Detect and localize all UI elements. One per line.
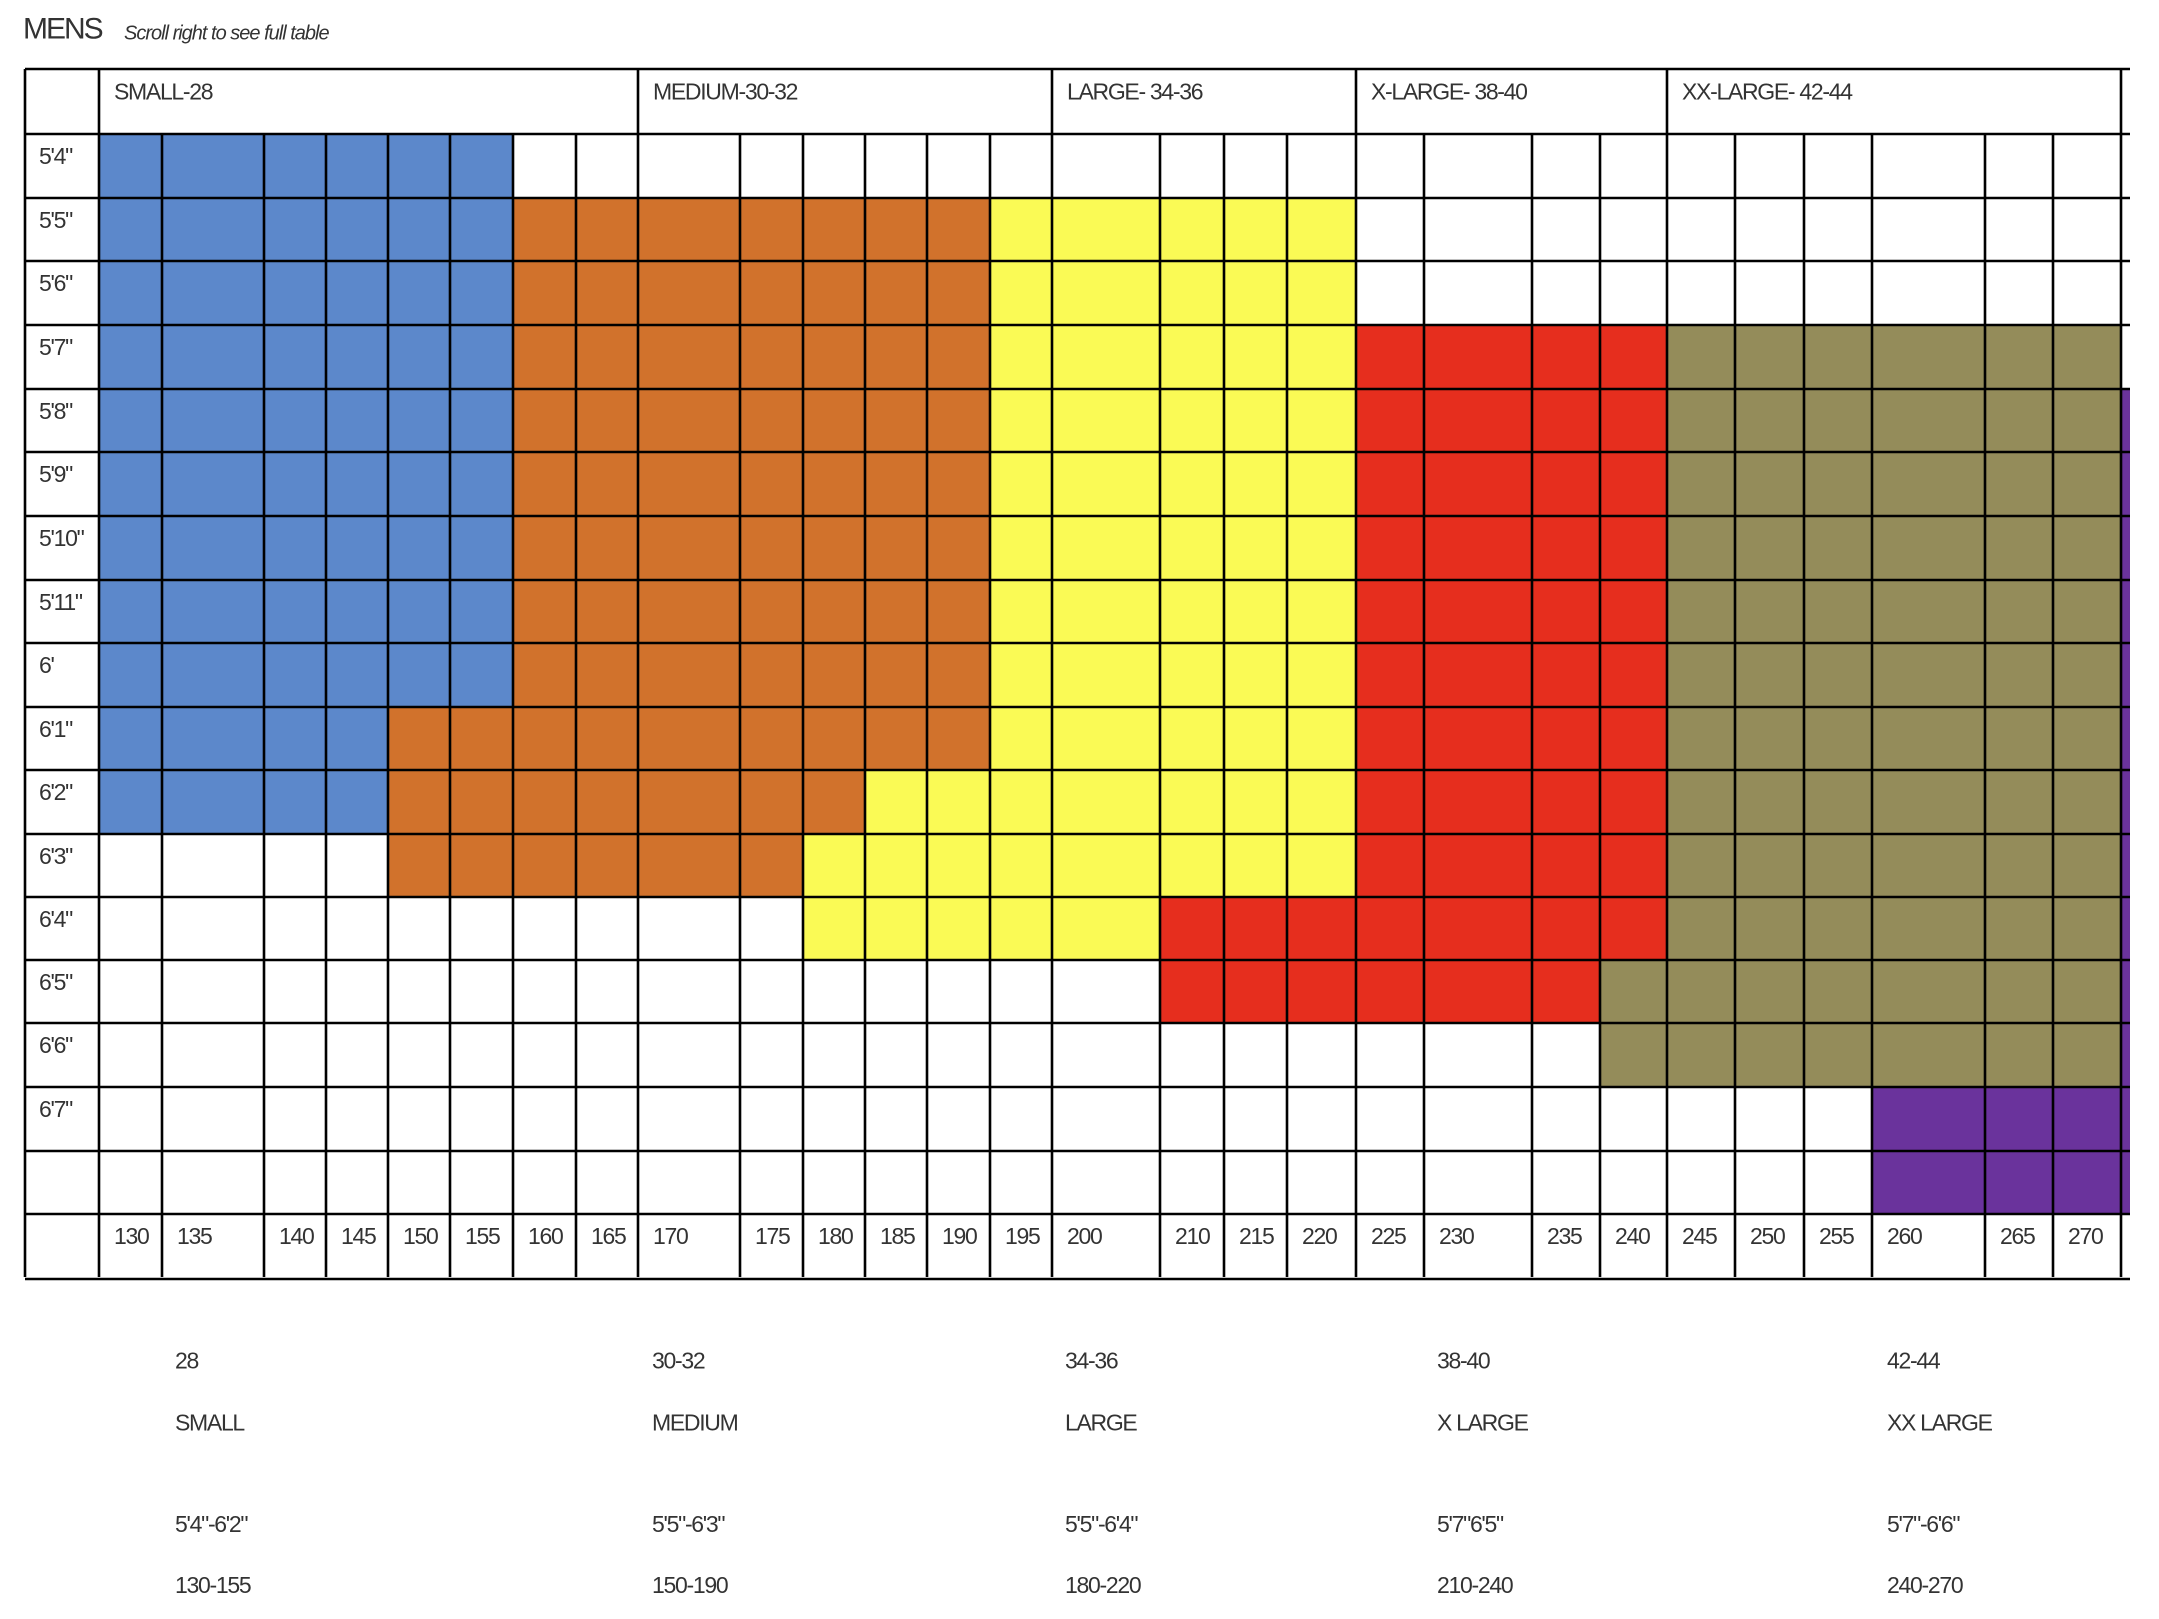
- svg-text:5'11": 5'11": [39, 589, 83, 615]
- svg-text:LARGE- 34-36: LARGE- 34-36: [1067, 79, 1203, 105]
- svg-text:210-240: 210-240: [1437, 1572, 1513, 1598]
- svg-text:215: 215: [1239, 1223, 1274, 1249]
- svg-text:6'2": 6'2": [39, 779, 73, 805]
- svg-text:175: 175: [755, 1223, 790, 1249]
- svg-text:28: 28: [175, 1348, 198, 1374]
- svg-text:180-220: 180-220: [1065, 1572, 1141, 1598]
- svg-text:38-40: 38-40: [1437, 1348, 1490, 1374]
- svg-text:180: 180: [818, 1223, 853, 1249]
- svg-text:5'9": 5'9": [39, 461, 73, 487]
- svg-text:5'6": 5'6": [39, 270, 73, 296]
- svg-text:5'7": 5'7": [39, 334, 73, 360]
- svg-text:160: 160: [528, 1223, 563, 1249]
- svg-text:MEDIUM-30-32: MEDIUM-30-32: [653, 79, 798, 105]
- svg-text:190: 190: [942, 1223, 977, 1249]
- svg-text:130-155: 130-155: [175, 1572, 251, 1598]
- svg-text:X LARGE: X LARGE: [1437, 1410, 1529, 1436]
- svg-text:5'5": 5'5": [39, 207, 73, 233]
- svg-text:5'7"-6'6": 5'7"-6'6": [1887, 1511, 1960, 1537]
- svg-text:240-270: 240-270: [1887, 1572, 1963, 1598]
- svg-text:6'4": 6'4": [39, 906, 73, 932]
- svg-text:MEDIUM: MEDIUM: [652, 1410, 738, 1436]
- svg-text:6'5": 6'5": [39, 969, 73, 995]
- svg-text:185: 185: [880, 1223, 915, 1249]
- svg-text:270: 270: [2068, 1223, 2103, 1249]
- svg-text:X-LARGE- 38-40: X-LARGE- 38-40: [1371, 79, 1527, 105]
- svg-text:LARGE: LARGE: [1065, 1410, 1137, 1436]
- svg-text:5'5"-6'3": 5'5"-6'3": [652, 1511, 725, 1537]
- svg-text:145: 145: [341, 1223, 376, 1249]
- svg-text:6'7": 6'7": [39, 1096, 73, 1122]
- svg-text:5'10": 5'10": [39, 525, 85, 551]
- svg-text:SMALL: SMALL: [175, 1410, 245, 1436]
- svg-text:5'7"6'5": 5'7"6'5": [1437, 1511, 1504, 1537]
- svg-text:5'8": 5'8": [39, 398, 73, 424]
- svg-text:Scroll right to see full table: Scroll right to see full table: [124, 22, 329, 44]
- svg-text:150: 150: [403, 1223, 438, 1249]
- svg-text:6'3": 6'3": [39, 843, 73, 869]
- svg-text:225: 225: [1371, 1223, 1406, 1249]
- svg-text:XX-LARGE- 42-44: XX-LARGE- 42-44: [1682, 79, 1853, 105]
- svg-text:6': 6': [39, 652, 54, 678]
- svg-text:SMALL-28: SMALL-28: [114, 79, 213, 105]
- svg-text:30-32: 30-32: [652, 1348, 705, 1374]
- svg-text:195: 195: [1005, 1223, 1040, 1249]
- svg-text:150-190: 150-190: [652, 1572, 728, 1598]
- svg-text:5'4": 5'4": [39, 143, 73, 169]
- svg-text:250: 250: [1750, 1223, 1785, 1249]
- svg-text:230: 230: [1439, 1223, 1474, 1249]
- svg-text:210: 210: [1175, 1223, 1210, 1249]
- svg-text:XX LARGE: XX LARGE: [1887, 1410, 1993, 1436]
- svg-text:MENS: MENS: [23, 13, 103, 46]
- svg-text:220: 220: [1302, 1223, 1337, 1249]
- svg-text:140: 140: [279, 1223, 314, 1249]
- svg-text:235: 235: [1547, 1223, 1582, 1249]
- svg-text:155: 155: [465, 1223, 500, 1249]
- svg-text:5'4"-6'2": 5'4"-6'2": [175, 1511, 248, 1537]
- svg-text:200: 200: [1067, 1223, 1102, 1249]
- svg-text:130: 130: [114, 1223, 149, 1249]
- svg-text:245: 245: [1682, 1223, 1717, 1249]
- svg-text:34-36: 34-36: [1065, 1348, 1118, 1374]
- svg-text:42-44: 42-44: [1887, 1348, 1941, 1374]
- svg-text:170: 170: [653, 1223, 688, 1249]
- svg-text:265: 265: [2000, 1223, 2035, 1249]
- svg-text:5'5"-6'4": 5'5"-6'4": [1065, 1511, 1138, 1537]
- svg-text:255: 255: [1819, 1223, 1854, 1249]
- svg-text:6'1": 6'1": [39, 716, 73, 742]
- svg-text:135: 135: [177, 1223, 212, 1249]
- svg-text:165: 165: [591, 1223, 626, 1249]
- svg-text:240: 240: [1615, 1223, 1650, 1249]
- svg-text:260: 260: [1887, 1223, 1922, 1249]
- svg-text:6'6": 6'6": [39, 1032, 73, 1058]
